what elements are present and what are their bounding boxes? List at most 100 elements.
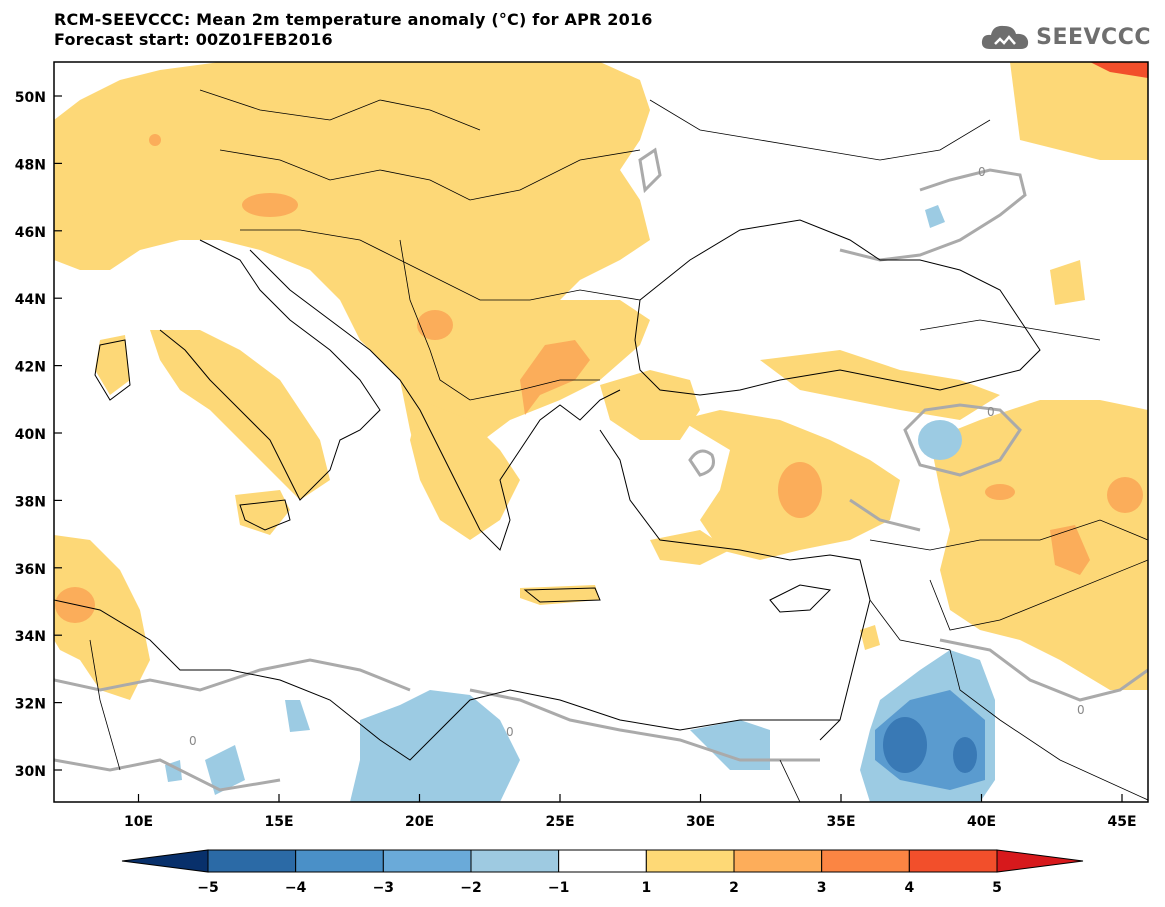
colorbar-min-triangle (121, 849, 209, 873)
zero-contour-syria-south (849, 498, 921, 532)
chart-title-block: RCM-SEEVCCC: Mean 2m temperature anomaly… (54, 10, 653, 50)
border-2 (219, 149, 641, 201)
cloud-icon (982, 25, 1029, 49)
cool-region-azov (925, 205, 945, 228)
colorbar-box (382, 849, 472, 873)
colorbar-box (645, 849, 735, 873)
warm-region-lebanon (860, 625, 880, 650)
coastlines (54, 219, 1041, 761)
map-field: 0 0 0 0 0 (54, 62, 1148, 802)
zero-contour-libya-south (54, 758, 281, 792)
border-4 (399, 239, 600, 401)
colorbar-box (207, 849, 297, 873)
lat-tick-label: 42N (15, 360, 46, 376)
warm-region-italy (150, 330, 330, 500)
strong-warm-anatolia (778, 462, 822, 518)
zero-contours (54, 147, 1148, 792)
very-strong-cool-anomaly-regions (883, 717, 977, 773)
colorbar-box (470, 849, 560, 873)
colorbar: −5 −4 −3 −2 −1 1 2 3 4 5 (121, 849, 1084, 896)
zero-contour-arabia (939, 638, 1148, 702)
contour-label-5: 0 (1077, 703, 1085, 717)
contour-label-4: 0 (506, 725, 514, 739)
border-11 (919, 319, 1101, 341)
lon-tick-label: 25E (545, 814, 574, 830)
lon-tick-label: 40E (967, 814, 996, 830)
cool-region-libya-east (350, 690, 520, 802)
colorbar-max-triangle (996, 849, 1084, 873)
warm-region-russia-north (1010, 62, 1148, 160)
coastline-sardinia (94, 339, 131, 401)
strong-warm-bulgaria (520, 340, 590, 415)
colorbar-label: −1 (548, 880, 569, 896)
warm-region-eastern-turkey (930, 400, 1148, 690)
coastline-black-sea (634, 219, 1041, 396)
lat-tick-label: 38N (15, 494, 46, 510)
lat-tick-label: 44N (15, 292, 46, 308)
warm-region-central-europe (54, 62, 650, 480)
colorbar-box (821, 849, 910, 873)
strong-warm-iran (1107, 477, 1143, 513)
colorbar-box (733, 849, 823, 873)
zero-contour-anatolia-loop (903, 403, 1022, 477)
zero-contour-cappadocia (688, 449, 715, 477)
zero-contour-egypt (469, 688, 820, 762)
hot-patch-russia (1090, 62, 1148, 78)
warm-region-south-coast-turkey (650, 530, 730, 565)
zero-contour-black-sea (839, 168, 1027, 262)
colorbar-label: 3 (817, 880, 827, 896)
border-3 (240, 229, 641, 301)
lat-tick-label: 36N (15, 562, 46, 578)
lon-tick-label: 45E (1107, 814, 1136, 830)
coastline-levant (819, 599, 871, 741)
colorbar-label: 2 (729, 880, 739, 896)
strong-warm-kaliningrad (149, 134, 161, 146)
zero-contour-labels: 0 0 0 0 0 (189, 165, 1085, 748)
longitude-axis: 10E 15E 20E 25E 30E 35E 40E 45E (124, 794, 1137, 830)
colorbar-label: −5 (197, 880, 218, 896)
lon-tick-label: 20E (405, 814, 434, 830)
contour-label-2: 0 (987, 405, 995, 419)
lat-tick-label: 48N (15, 157, 46, 173)
coastline-adriatic-east (249, 249, 621, 551)
colorbar-label: −4 (285, 880, 307, 896)
very-strong-cool-arabia-b (953, 737, 977, 773)
map-frame (53, 61, 1149, 803)
colorbar-label: 4 (904, 880, 914, 896)
coastline-north-africa (54, 599, 840, 761)
lon-tick-label: 10E (124, 814, 153, 830)
warm-region-greece (410, 400, 520, 540)
lat-tick-label: 30N (15, 764, 46, 780)
border-5 (869, 519, 1148, 551)
colorbar-label: 5 (992, 880, 1002, 896)
cool-region-egypt (690, 720, 770, 770)
strong-warm-austria (242, 193, 298, 217)
strong-warm-serbia (417, 310, 453, 340)
contour-label-1: 0 (978, 165, 986, 179)
country-borders (89, 89, 1148, 802)
border-7 (869, 599, 1148, 801)
chart-title: RCM-SEEVCCC: Mean 2m temperature anomaly… (54, 10, 653, 29)
border-8 (89, 639, 121, 771)
zero-contour-libya (54, 658, 411, 692)
lon-tick-label: 15E (264, 814, 293, 830)
very-strong-cool-arabia-a (883, 717, 927, 773)
colorbar-label: −2 (460, 880, 481, 896)
warm-region-west-anatolia (600, 370, 700, 440)
lon-tick-label: 30E (686, 814, 715, 830)
border-1 (199, 89, 481, 131)
lat-tick-label: 40N (15, 427, 46, 443)
coastline-cyprus (769, 584, 832, 613)
border-6 (929, 559, 1148, 631)
zero-contour-ukraine (638, 147, 662, 194)
lat-tick-label: 34N (15, 629, 46, 645)
warm-region-east-coast-black-sea (760, 350, 1000, 420)
lon-tick-label: 35E (826, 814, 855, 830)
logo-text: SEEVCCC (1036, 24, 1151, 50)
lat-tick-label: 50N (15, 90, 46, 106)
strong-warm-syria (1050, 525, 1090, 575)
chart-subtitle: Forecast start: 00Z01FEB2016 (54, 30, 333, 49)
strong-warm-east-turkey-a (985, 484, 1015, 500)
lat-tick-label: 32N (15, 697, 46, 713)
